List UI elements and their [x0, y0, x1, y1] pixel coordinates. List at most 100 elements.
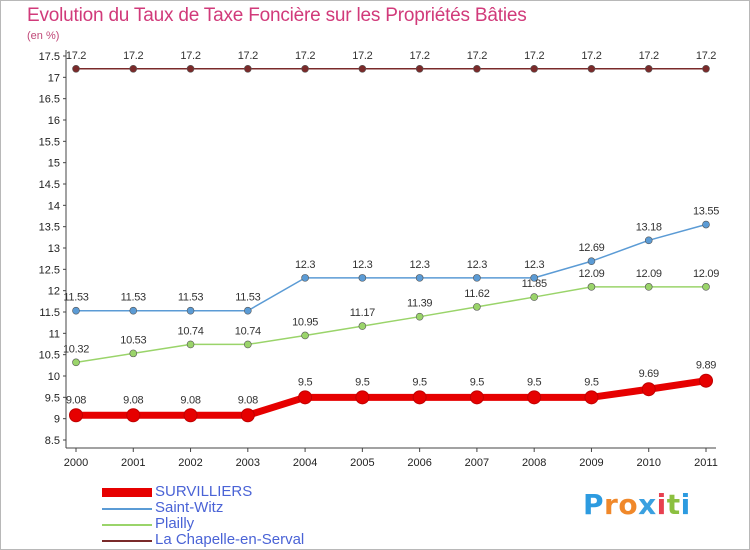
data-label-saint-witz: 12.3 [467, 259, 487, 271]
x-tick-label: 2009 [579, 457, 603, 469]
data-label-survilliers: 9.89 [696, 360, 716, 372]
data-point-la-chapelle-en-serval [129, 65, 138, 73]
data-label-survilliers: 9.69 [639, 368, 659, 380]
data-point-survilliers [469, 390, 484, 405]
data-point-saint-witz [358, 274, 367, 282]
data-label-la-chapelle-en-serval: 17.2 [66, 50, 86, 62]
data-label-saint-witz: 12.3 [295, 259, 315, 271]
data-label-survilliers: 9.08 [180, 394, 200, 406]
data-label-la-chapelle-en-serval: 17.2 [410, 50, 430, 62]
data-label-la-chapelle-en-serval: 17.2 [639, 50, 659, 62]
data-point-survilliers [183, 408, 198, 423]
data-label-saint-witz: 11.53 [121, 292, 146, 304]
data-label-survilliers: 9.5 [412, 376, 427, 388]
legend-label-saint-witz: Saint-Witz [155, 499, 224, 516]
x-tick-label: 2002 [178, 457, 202, 469]
data-point-survilliers [126, 408, 141, 423]
x-tick-label: 2011 [694, 457, 718, 469]
data-point-saint-witz [530, 274, 538, 282]
data-label-la-chapelle-en-serval: 17.2 [524, 50, 544, 62]
data-label-saint-witz: 12.69 [578, 242, 604, 254]
data-label-saint-witz: 13.18 [636, 221, 662, 233]
y-tick-label: 16.5 [39, 94, 60, 106]
data-point-la-chapelle-en-serval [473, 65, 481, 73]
data-point-saint-witz [415, 274, 424, 282]
series-line-saint-witz [76, 223, 707, 312]
data-label-survilliers: 9.08 [66, 394, 86, 406]
data-point-la-chapelle-en-serval [644, 65, 653, 73]
data-label-saint-witz: 12.3 [410, 259, 430, 271]
data-label-plailly: 11.85 [522, 278, 547, 290]
data-label-survilliers: 9.08 [123, 394, 143, 406]
data-point-la-chapelle-en-serval [244, 65, 252, 73]
data-point-survilliers [412, 390, 427, 405]
y-tick-label: 13 [48, 243, 60, 255]
data-label-plailly: 10.32 [63, 343, 89, 355]
x-tick-label: 2000 [64, 457, 88, 469]
data-label-plailly: 12.09 [578, 268, 604, 280]
data-point-saint-witz [129, 306, 138, 315]
data-point-plailly [358, 322, 367, 330]
data-point-saint-witz [72, 306, 80, 315]
y-tick-label: 15.5 [39, 136, 60, 148]
data-label-la-chapelle-en-serval: 17.2 [352, 50, 372, 62]
data-label-saint-witz: 11.53 [235, 292, 260, 304]
y-tick-label: 17.5 [39, 51, 60, 63]
data-point-saint-witz [587, 257, 596, 266]
data-label-plailly: 10.74 [235, 325, 261, 337]
data-point-plailly [186, 340, 195, 349]
x-tick-label: 2008 [522, 457, 546, 469]
data-point-plailly [473, 303, 481, 311]
y-tick-label: 10.5 [39, 350, 60, 362]
data-label-saint-witz: 11.53 [63, 292, 88, 304]
data-point-plailly [72, 358, 80, 367]
data-label-survilliers: 9.5 [584, 376, 599, 388]
series-line-survilliers [76, 377, 707, 419]
brand-letter: P [583, 488, 605, 521]
chart-subtitle: (en %) [27, 30, 60, 42]
data-label-saint-witz: 11.53 [178, 292, 203, 304]
data-point-plailly [415, 312, 424, 321]
data-label-saint-witz: 12.3 [352, 259, 372, 271]
y-tick-label: 16 [48, 115, 60, 127]
data-point-la-chapelle-en-serval [301, 65, 309, 73]
brand-logo: Proxiti [583, 488, 691, 521]
legend-swatch-survilliers [102, 488, 152, 497]
y-tick-label: 12 [48, 286, 60, 298]
data-label-saint-witz: 13.55 [693, 206, 719, 218]
data-label-survilliers: 9.5 [355, 376, 370, 388]
x-tick-label: 2003 [236, 457, 260, 469]
data-point-plailly [530, 293, 538, 301]
data-point-la-chapelle-en-serval [702, 65, 710, 73]
data-point-saint-witz [244, 306, 252, 315]
data-label-plailly: 10.74 [178, 325, 204, 337]
brand-letter: t [666, 488, 681, 521]
data-label-survilliers: 9.5 [470, 376, 485, 388]
data-point-survilliers [699, 373, 713, 388]
data-label-saint-witz: 12.3 [524, 259, 544, 271]
data-point-la-chapelle-en-serval [415, 65, 424, 73]
brand-letter: x [638, 488, 657, 521]
data-label-survilliers: 9.08 [238, 394, 258, 406]
data-label-plailly: 12.09 [693, 268, 719, 280]
y-tick-label: 9 [54, 414, 60, 426]
data-label-la-chapelle-en-serval: 17.2 [696, 50, 716, 62]
brand-letter: o [618, 488, 639, 521]
legend-label-la-chapelle: La Chapelle-en-Serval [155, 531, 305, 548]
legend-label-survilliers: SURVILLIERS [155, 483, 253, 500]
data-point-survilliers [584, 390, 599, 405]
data-point-plailly [301, 331, 309, 340]
data-label-plailly: 12.09 [636, 268, 662, 280]
data-label-la-chapelle-en-serval: 17.2 [180, 50, 200, 62]
data-point-plailly [244, 340, 252, 349]
legend-swatch-plailly [102, 524, 152, 526]
data-label-plailly: 11.39 [407, 298, 432, 310]
brand-letter: r [604, 488, 619, 521]
data-point-la-chapelle-en-serval [72, 65, 80, 73]
legend-label-plailly: Plailly [155, 515, 195, 532]
x-tick-label: 2005 [350, 457, 374, 469]
x-tick-label: 2004 [293, 457, 317, 469]
y-tick-label: 17 [48, 72, 60, 84]
